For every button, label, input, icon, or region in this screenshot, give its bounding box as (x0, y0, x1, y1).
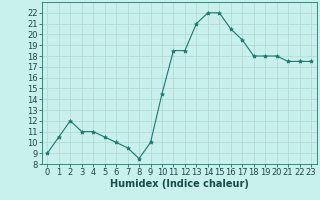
X-axis label: Humidex (Indice chaleur): Humidex (Indice chaleur) (110, 179, 249, 189)
